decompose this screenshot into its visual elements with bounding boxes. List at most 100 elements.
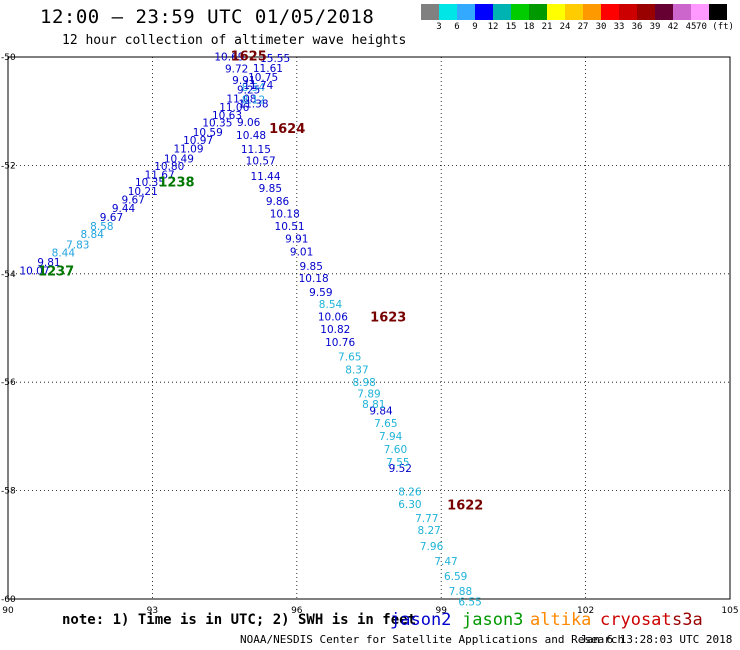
data-point-label: 10.57 <box>246 156 276 168</box>
credit-text: NOAA/NESDIS Center for Satellite Applica… <box>240 633 625 646</box>
color-scale-label: 42 <box>667 22 679 32</box>
data-point-label: 8.37 <box>345 365 368 377</box>
data-point-label: 9.85 <box>300 261 323 273</box>
color-scale-label: 9 <box>472 22 478 32</box>
data-point-label: 10.76 <box>325 337 355 349</box>
x-tick-label: 105 <box>721 606 738 616</box>
data-point-label: 6.30 <box>398 499 421 511</box>
color-swatch-8 <box>565 4 583 20</box>
plot-frame <box>7 56 731 600</box>
data-point-label: 8.58 <box>90 221 113 233</box>
color-scale-label: 18 <box>523 22 535 32</box>
time-label: 1237 <box>38 265 74 280</box>
data-point-label: 10.69 <box>214 51 244 63</box>
color-scale-labels: 3 6 9 12 15 18 21 24 27 30 33 36 39 42 45 70 (ft) <box>421 22 740 34</box>
data-point-label: 10.49 <box>164 153 194 165</box>
data-point-label: 9.67 <box>100 212 123 224</box>
legend-jason3: jason3 <box>462 610 524 630</box>
color-scale-label: 15 <box>505 22 517 32</box>
color-scale-label: 12 <box>487 22 499 32</box>
legend-s3a: s3a <box>672 610 703 630</box>
data-point-label: 8.27 <box>417 525 440 537</box>
data-point-label: 11.09 <box>173 144 203 156</box>
data-point-label: 10.35 <box>135 177 165 189</box>
data-point-label: 9.84 <box>369 405 393 417</box>
data-point-label: 9.91 <box>285 234 308 246</box>
data-point-label: 9.59 <box>309 287 332 299</box>
y-tick-label: -58 <box>1 487 16 497</box>
data-point-label: 9.06 <box>237 117 261 129</box>
data-point-label: 7.88 <box>449 586 472 598</box>
data-point-label: 6.55 <box>458 597 481 609</box>
data-point-label: 11.38 <box>238 99 268 111</box>
color-scale-label: 45 <box>685 22 697 32</box>
color-swatch-11 <box>619 4 637 20</box>
legend-cryosat: cryosat <box>600 610 672 630</box>
time-label: 1623 <box>370 311 406 326</box>
x-tick-label: 102 <box>577 606 594 616</box>
color-scale-label: 36 <box>631 22 643 32</box>
color-scale-label: 3 <box>436 22 442 32</box>
color-swatch-0 <box>421 4 439 20</box>
data-point-label: 10.35 <box>202 118 232 130</box>
data-point-label: 11.67 <box>145 170 175 182</box>
color-scale-label: 70 (ft) <box>696 22 734 32</box>
color-swatch-5 <box>511 4 529 20</box>
data-point-label: 10.07 <box>19 266 49 278</box>
y-tick-label: -52 <box>1 161 16 171</box>
data-point-label: 7.65 <box>338 352 361 364</box>
color-swatch-14 <box>673 4 691 20</box>
data-point-label: 11.08 <box>226 94 256 106</box>
y-tick-label: -56 <box>1 378 16 388</box>
color-scale-label: 21 <box>541 22 553 32</box>
color-swatch-3 <box>475 4 493 20</box>
color-swatch-13 <box>655 4 673 20</box>
color-swatch-12 <box>637 4 655 20</box>
color-swatch-6 <box>529 4 547 20</box>
data-point-label: 10.48 <box>236 130 266 142</box>
color-swatch-2 <box>457 4 475 20</box>
data-point-label: 7.94 <box>379 431 403 443</box>
data-point-label: 10.59 <box>193 127 223 139</box>
data-point-label: 9.44 <box>112 203 136 215</box>
data-point-label: 10.51 <box>275 221 305 233</box>
y-tick-label: -54 <box>1 270 16 280</box>
data-point-label: 10.18 <box>270 209 300 221</box>
data-point-label: 10.75 <box>248 72 278 84</box>
x-tick-label: 99 <box>435 606 447 616</box>
data-point-label: 8.44 <box>52 248 76 260</box>
timestamp-text: Jan 6 13:28:03 UTC 2018 <box>580 633 733 646</box>
data-point-label: 10.06 <box>318 312 348 324</box>
y-tick-label: -50 <box>1 53 16 63</box>
data-point-label: 7.89 <box>357 389 380 401</box>
color-swatch-16 <box>709 4 727 20</box>
color-scale-label: 30 <box>595 22 607 32</box>
time-label: 1625 <box>231 49 267 64</box>
color-swatch-4 <box>493 4 511 20</box>
data-point-label: 7.47 <box>434 556 457 568</box>
x-tick-label: 96 <box>291 606 303 616</box>
data-point-label: 10.97 <box>183 135 213 147</box>
data-point-label: 7.65 <box>374 418 397 430</box>
data-point-label: 11.06 <box>219 102 249 114</box>
data-point-label: 15.55 <box>260 53 290 65</box>
data-point-label: 8.54 <box>242 82 266 94</box>
data-point-label: 10.63 <box>212 110 242 122</box>
data-point-label: 7.77 <box>415 513 438 525</box>
data-point-label: 7.60 <box>384 444 407 456</box>
data-point-label: 7.55 <box>386 457 409 469</box>
y-tick-label: -60 <box>1 595 16 605</box>
x-tick-label: 93 <box>147 606 158 616</box>
data-point-label: 10.18 <box>299 273 329 285</box>
color-scale-label: 27 <box>577 22 589 32</box>
time-label: 1622 <box>447 499 483 514</box>
data-point-label: 9.86 <box>266 196 290 208</box>
data-point-label: 9.01 <box>290 247 313 259</box>
color-scale-bar <box>421 4 727 20</box>
data-point-label: 10.82 <box>320 324 350 336</box>
note-text: note: 1) Time is in UTC; 2) SWH is in fe… <box>62 612 417 628</box>
chart-title: 12:00 – 23:59 UTC 01/05/2018 <box>40 6 375 28</box>
data-point-label: 10.21 <box>128 186 158 198</box>
data-point-label: 8.98 <box>352 377 375 389</box>
